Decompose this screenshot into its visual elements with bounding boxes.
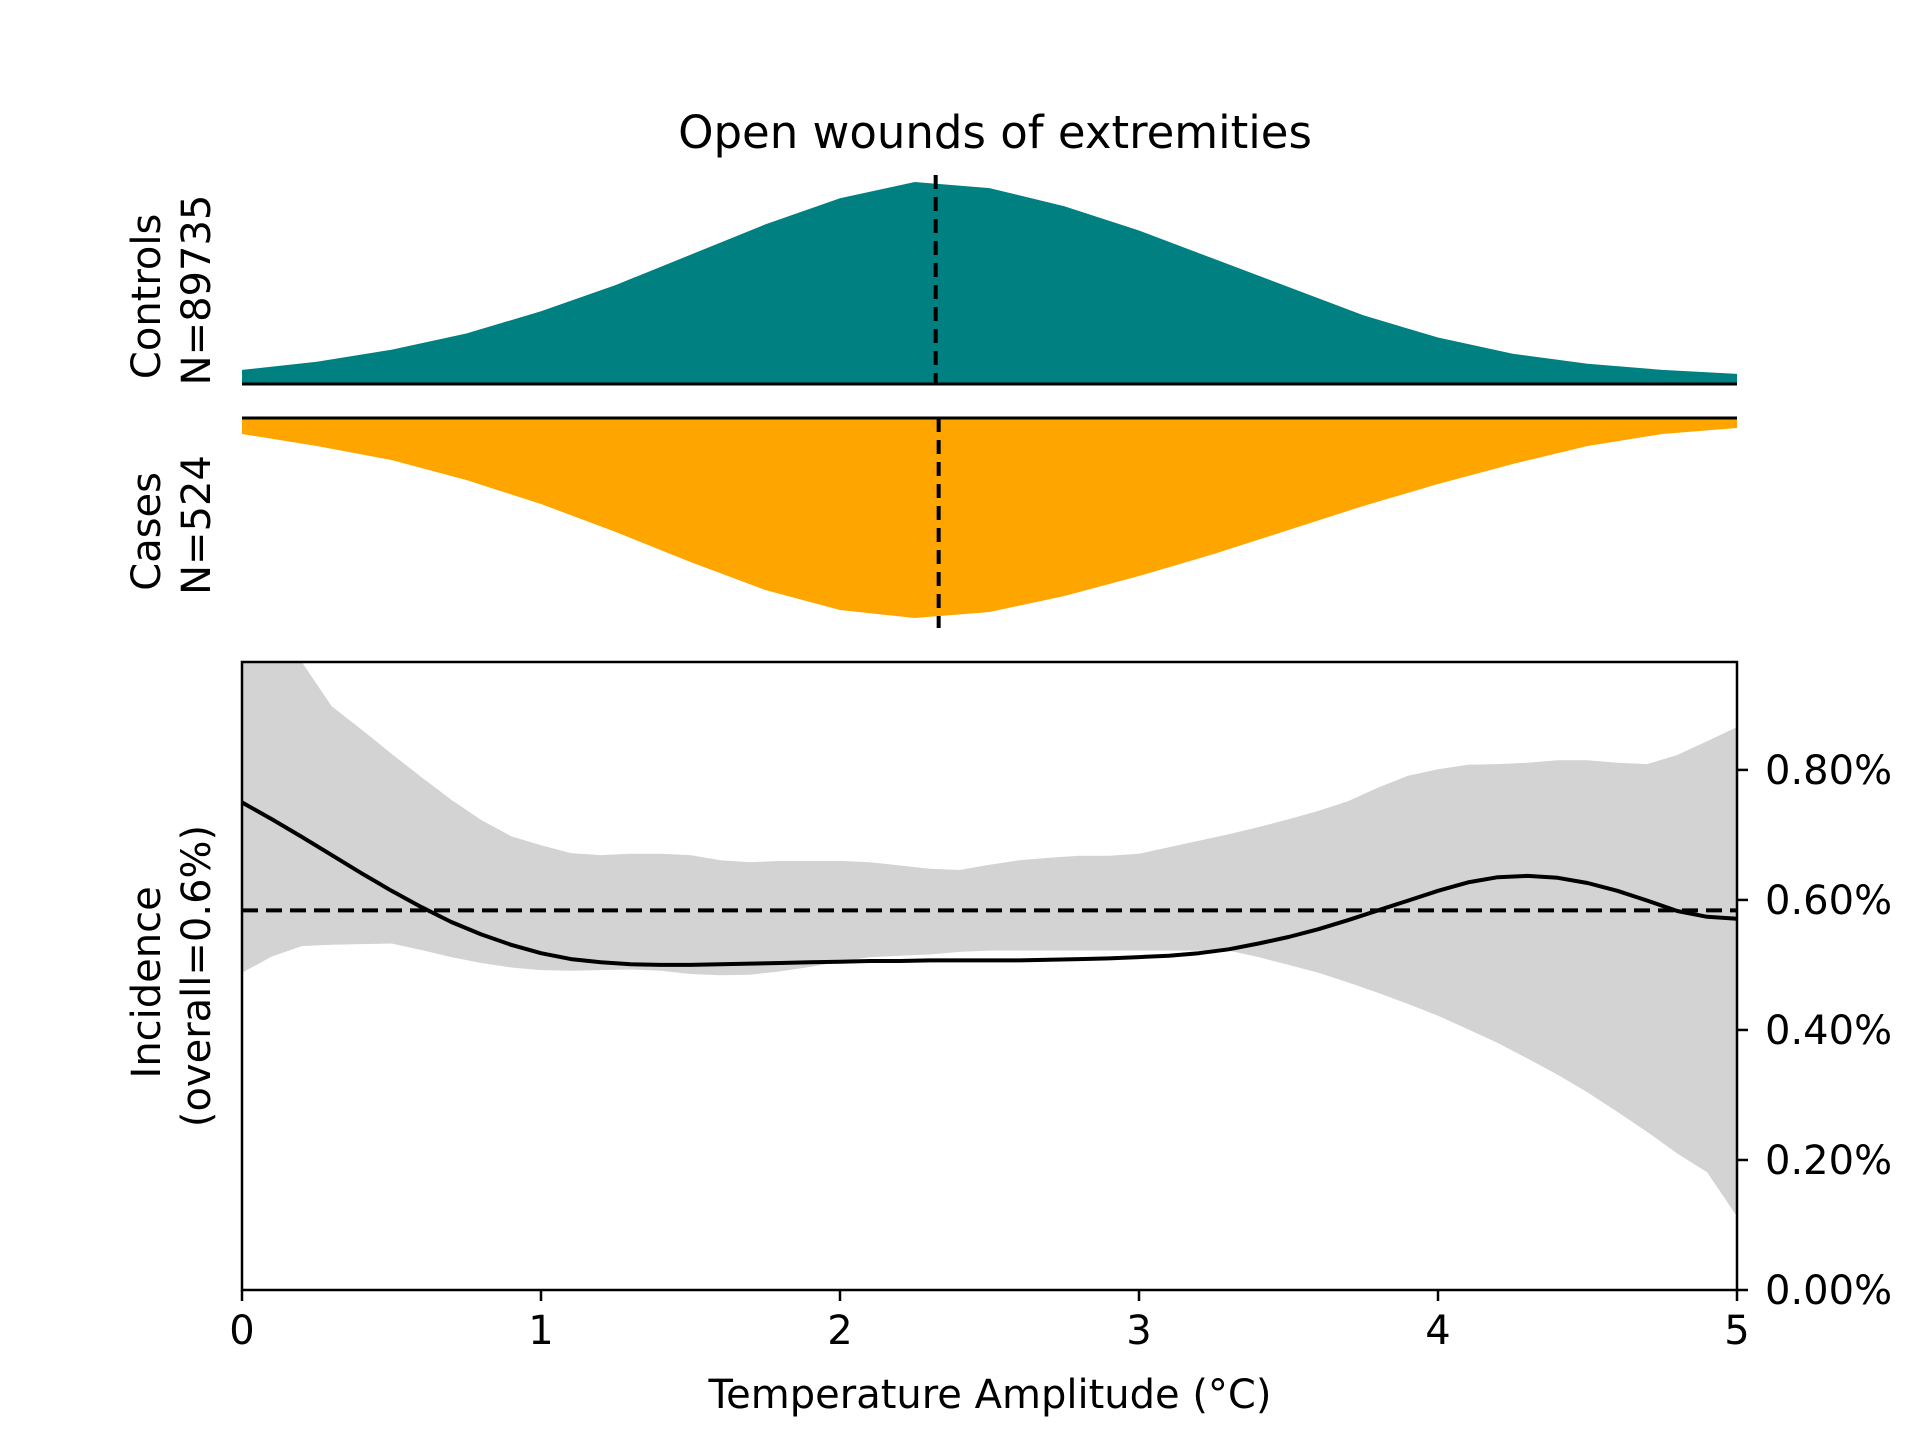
incidence-axes-frame bbox=[240, 660, 1739, 1292]
x-tick-label: 1 bbox=[528, 1308, 553, 1354]
controls-label-count: N=89735 bbox=[174, 195, 220, 386]
chart-title: Open wounds of extremities bbox=[678, 106, 1312, 159]
x-axis-ticks: 0 1 2 3 4 5 bbox=[229, 1290, 1750, 1354]
cases-panel: Cases N=524 bbox=[124, 416, 1737, 628]
x-tick-label: 2 bbox=[827, 1308, 852, 1354]
controls-panel: Controls N=89735 bbox=[124, 175, 1737, 386]
incidence-panel: 0 1 2 3 4 5 0.00% 0.20% 0.40% 0.60% 0.80% Inciden… bbox=[124, 660, 1892, 1418]
incidence-ylabel: Incidence (overall=0.6%) bbox=[124, 825, 220, 1127]
incidence-line bbox=[242, 800, 1737, 967]
controls-label-name: Controls bbox=[124, 214, 170, 379]
y-tick-label: 0.80% bbox=[1765, 748, 1892, 794]
cases-density-area bbox=[242, 418, 1737, 618]
x-tick-label: 4 bbox=[1425, 1308, 1450, 1354]
cases-label-count: N=524 bbox=[174, 455, 220, 595]
y-axis-ticks: 0.00% 0.20% 0.40% 0.60% 0.80% bbox=[1737, 748, 1892, 1314]
cases-label: Cases N=524 bbox=[124, 455, 220, 595]
controls-label: Controls N=89735 bbox=[124, 195, 220, 386]
confidence-band bbox=[242, 662, 1737, 1217]
y-tick-label: 0.60% bbox=[1765, 878, 1892, 924]
y-tick-label: 0.00% bbox=[1765, 1268, 1892, 1314]
x-tick-label: 5 bbox=[1724, 1308, 1749, 1354]
controls-density-area bbox=[242, 182, 1737, 384]
incidence-ylabel-line1: Incidence bbox=[124, 886, 170, 1078]
y-tick-label: 0.20% bbox=[1765, 1138, 1892, 1184]
x-axis-label: Temperature Amplitude (°C) bbox=[708, 1372, 1272, 1418]
cases-label-name: Cases bbox=[124, 472, 170, 591]
incidence-ylabel-line2: (overall=0.6%) bbox=[174, 825, 220, 1127]
x-tick-label: 3 bbox=[1126, 1308, 1151, 1354]
x-tick-label: 0 bbox=[229, 1308, 254, 1354]
y-tick-label: 0.40% bbox=[1765, 1008, 1892, 1054]
